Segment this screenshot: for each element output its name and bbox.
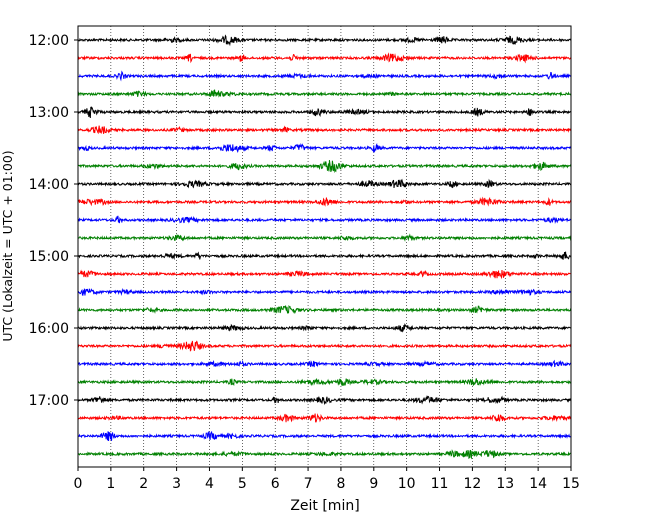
x-tick-label: 12 [463,476,481,492]
trace-line [77,359,572,368]
y-tick-label: 13:00 [29,105,69,121]
trace-line [77,34,572,47]
x-axis-ticks: 0 1 2 3 4 5 6 7 8 9 10 11 12 13 14 15 [74,467,580,492]
y-axis-label: UTC (Lokalzeit = UTC + 01:00) [0,150,15,341]
trace-line [77,215,572,224]
trace-line [77,70,572,82]
trace-line [77,377,572,387]
x-tick-label: 14 [529,476,547,492]
seismic-traces [77,34,572,460]
x-tick-label: 13 [496,476,514,492]
trace-line [77,196,572,207]
x-tick-label: 3 [172,476,181,492]
y-tick-label: 14:00 [29,177,69,193]
trace-line [77,251,572,261]
trace-line [77,304,572,315]
x-tick-label: 10 [398,476,416,492]
y-tick-label: 17:00 [29,393,69,409]
x-tick-label: 4 [205,476,214,492]
plot-background [78,26,571,467]
y-tick-label: 16:00 [29,321,69,337]
trace-line [77,395,572,406]
x-axis-label: Zeit [min] [290,498,359,514]
trace-line [77,340,572,352]
trace-line [77,178,572,189]
trace-line [77,413,572,423]
x-tick-label: 7 [304,476,313,492]
trace-line [77,431,572,442]
y-tick-label: 15:00 [29,249,69,265]
trace-line [77,449,572,460]
y-tick-label: 12:00 [29,33,69,49]
plot-frame [77,25,572,468]
trace-line [77,233,572,242]
trace-line [77,106,572,119]
trace-line [77,89,572,98]
x-tick-label: 0 [74,476,83,492]
x-tick-label: 6 [271,476,280,492]
trace-line [77,160,572,174]
x-tick-label: 2 [139,476,148,492]
trace-line [77,269,572,280]
trace-line [77,287,572,297]
x-tick-label: 15 [562,476,580,492]
x-tick-label: 8 [336,476,345,492]
trace-line [77,323,572,333]
trace-line [77,142,572,153]
x-tick-label: 5 [238,476,247,492]
x-tick-label: 1 [106,476,115,492]
trace-line [77,52,572,64]
trace-line [77,125,572,135]
x-tick-label: 9 [369,476,378,492]
y-axis-ticks: 12:00 13:00 14:00 15:00 16:00 17:00 [29,33,78,409]
x-tick-label: 11 [431,476,449,492]
